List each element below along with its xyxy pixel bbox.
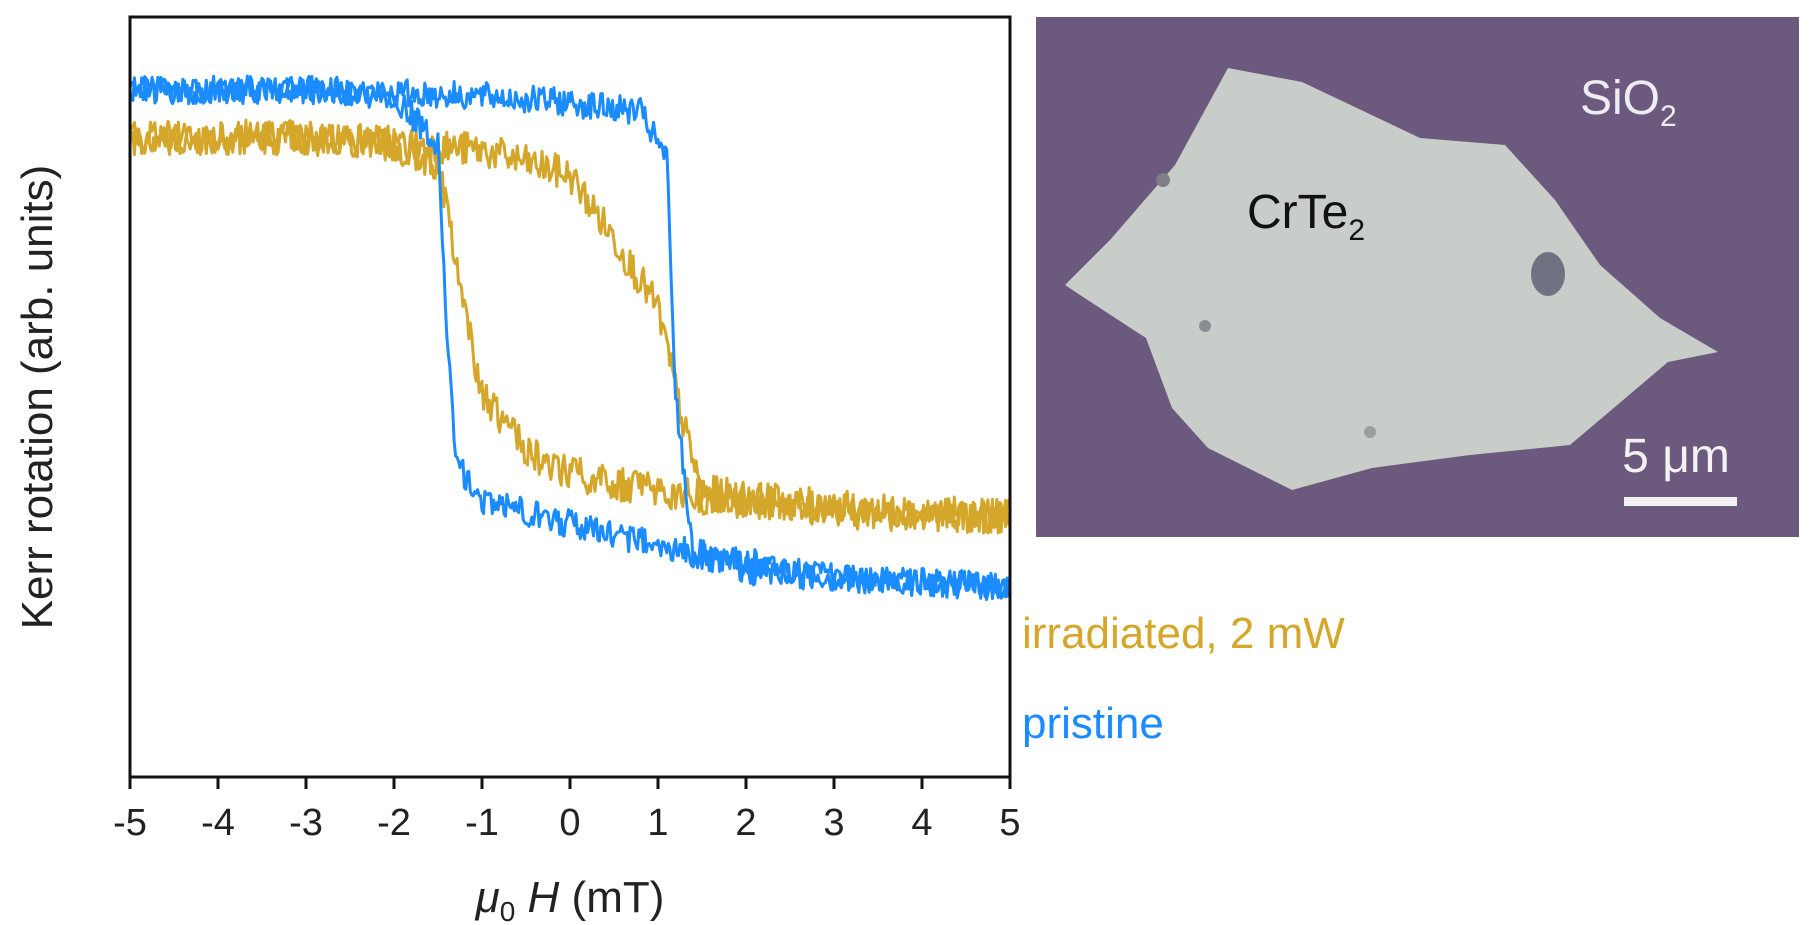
series-label-irradiated: irradiated, 2 mW	[1022, 609, 1345, 658]
x-axis-symbol-subscript: 0	[500, 896, 516, 925]
x-axis-title: μ0 H (mT)	[475, 873, 665, 925]
flake-label: CrTe2	[1247, 186, 1365, 247]
x-tick-label: 0	[559, 802, 580, 844]
scale-bar-label: 5 μm	[1622, 430, 1730, 483]
series-layer	[128, 74, 1012, 602]
x-tick-labels: -5 -4 -3 -2 -1 0 1 2 3 4 5	[113, 802, 1020, 844]
x-tick-label: -3	[289, 802, 323, 844]
x-ticks	[128, 777, 1012, 789]
x-tick-label: -4	[201, 802, 235, 844]
flake-defect	[1364, 426, 1376, 438]
series-line-pristine-sweep-up	[128, 75, 1012, 600]
flake-defect	[1531, 252, 1565, 296]
x-tick-label: 5	[999, 802, 1020, 844]
flake-defect	[1156, 173, 1170, 187]
series-label-pristine: pristine	[1022, 699, 1164, 748]
flake-defect	[1199, 320, 1211, 332]
x-tick-label: 2	[735, 802, 756, 844]
x-tick-label: 3	[823, 802, 844, 844]
x-axis-variable: H	[528, 873, 560, 922]
series-line-pristine-sweep-down	[128, 74, 1011, 602]
x-tick-label: -5	[113, 802, 147, 844]
x-tick-label: -2	[377, 802, 411, 844]
x-tick-label: 4	[911, 802, 932, 844]
scale-bar	[1624, 497, 1737, 506]
y-axis-title: Kerr rotation (arb. units)	[13, 165, 62, 630]
optical-micrograph: SiO2 CrTe2 5 μm	[1036, 17, 1799, 537]
x-tick-label: 1	[647, 802, 668, 844]
substrate-label: SiO2	[1580, 72, 1677, 133]
hysteresis-plot: -5 -4 -3 -2 -1 0 1 2 3 4 5 Kerr rotation (arb. uni…	[13, 15, 1345, 925]
x-axis-symbol: μ	[475, 873, 500, 922]
x-tick-label: -1	[465, 802, 499, 844]
flake-shape	[1065, 68, 1718, 490]
series-line-irradiated-sweep-up	[128, 119, 1011, 535]
x-axis-unit: (mT)	[572, 873, 665, 922]
